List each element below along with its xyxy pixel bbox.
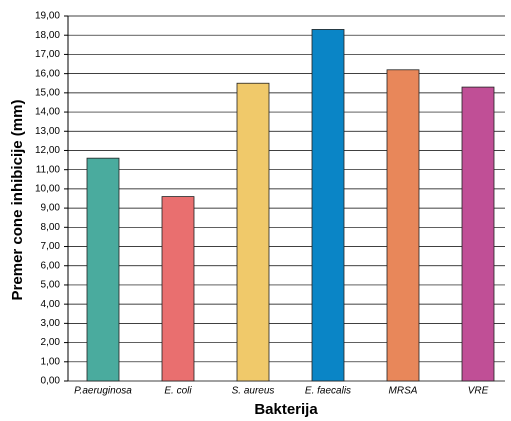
y-tick-label: 14,00 xyxy=(35,107,60,118)
x-tick-label: E. faecalis xyxy=(305,386,351,397)
y-tick-label: 11,00 xyxy=(36,164,61,175)
x-tick-label: S. aureus xyxy=(232,386,275,397)
y-tick-label: 6,00 xyxy=(41,260,61,271)
y-tick-label: 8,00 xyxy=(41,222,61,233)
y-tick-label: 9,00 xyxy=(41,203,61,214)
bar xyxy=(311,29,345,382)
bar xyxy=(86,157,120,382)
y-tick-label: 3,00 xyxy=(41,318,61,329)
x-tick-label: VRE xyxy=(468,386,489,397)
y-tick-label: 10,00 xyxy=(35,184,60,195)
x-tick-label: E. coli xyxy=(164,386,192,397)
x-tick-label: MRSA xyxy=(389,386,418,397)
y-tick-label: 16,00 xyxy=(35,68,60,79)
bar xyxy=(461,86,495,382)
y-axis-title: Premer cone inhibicije (mm) xyxy=(9,100,26,301)
x-axis-title: Bakterija xyxy=(254,401,318,418)
bar xyxy=(236,82,270,382)
x-tick-label: P.aeruginosa xyxy=(74,386,132,397)
y-tick-label: 17,00 xyxy=(35,49,60,60)
y-tick-label: 18,00 xyxy=(35,30,60,41)
bar xyxy=(386,69,420,382)
y-tick-label: 7,00 xyxy=(41,241,61,252)
y-tick-label: 5,00 xyxy=(41,280,61,291)
y-tick-label: 1,00 xyxy=(41,356,61,367)
bar xyxy=(161,196,195,382)
y-tick-label: 2,00 xyxy=(41,337,61,348)
y-tick-label: 12,00 xyxy=(35,145,60,156)
y-tick-label: 0,00 xyxy=(41,376,61,387)
y-tick-label: 19,00 xyxy=(35,11,60,22)
y-tick-label: 4,00 xyxy=(41,299,61,310)
y-tick-label: 13,00 xyxy=(35,126,60,137)
y-tick-label: 15,00 xyxy=(35,87,60,98)
